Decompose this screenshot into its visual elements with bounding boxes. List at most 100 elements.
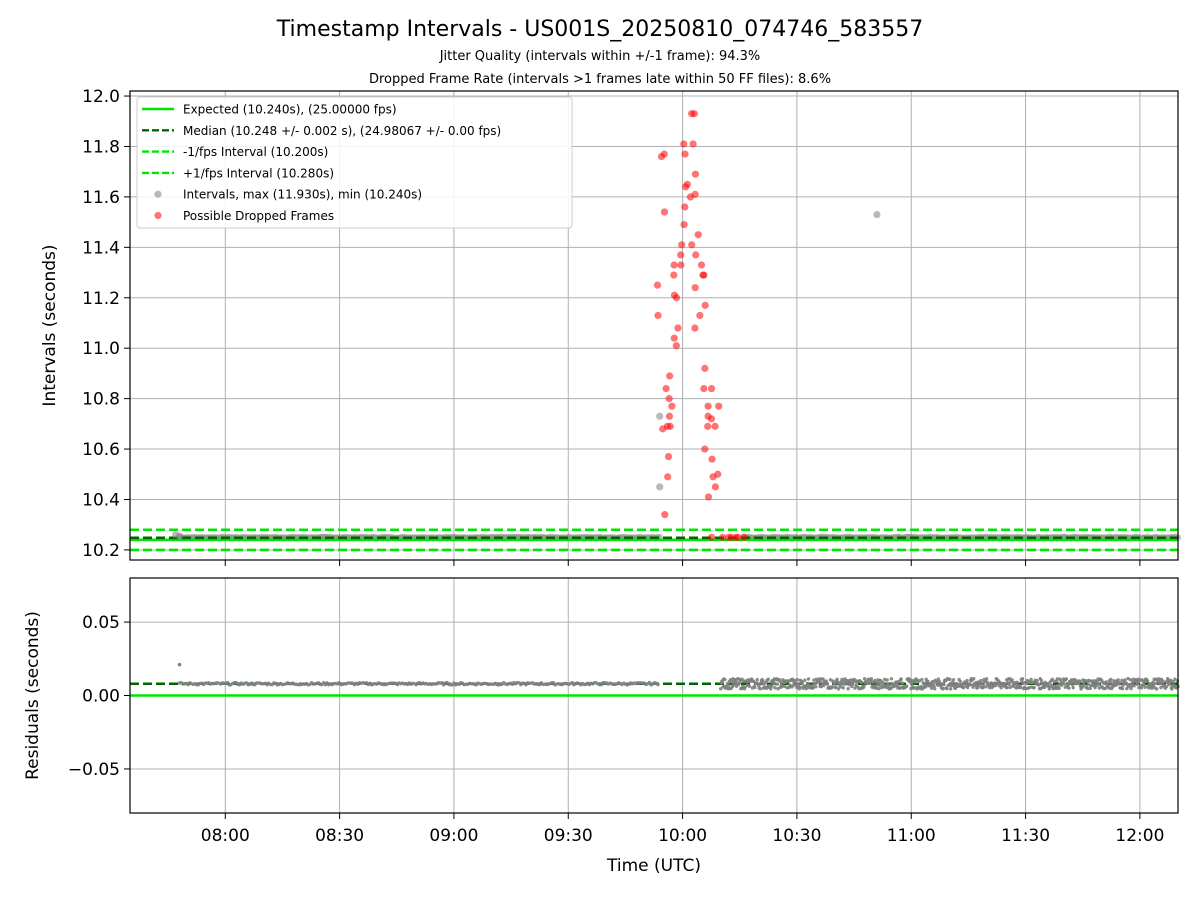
y-tick-label: 11.0: [82, 339, 120, 359]
residual-point: [726, 683, 731, 688]
residual-point: [853, 686, 857, 690]
interval-point: [656, 483, 664, 491]
dropped-frame-point: [704, 402, 712, 410]
residual-point: [737, 681, 742, 685]
dropped-frame-point: [691, 284, 699, 292]
residual-point: [817, 677, 822, 681]
residual-point: [741, 679, 745, 683]
y-tick-label: 10.2: [82, 541, 120, 561]
y-tick-label: 0.05: [82, 613, 120, 633]
interval-point: [656, 412, 664, 420]
residual-point: [936, 677, 941, 681]
residual-point: [984, 677, 989, 681]
residual-point: [877, 686, 881, 691]
dropped-frame-point: [700, 384, 708, 393]
y-tick-label: 11.4: [82, 238, 120, 258]
dropped-frame-point: [665, 412, 674, 420]
residual-point: [862, 684, 866, 688]
dropped-frame-point: [664, 473, 672, 481]
dropped-frame-point: [704, 493, 713, 501]
dropped-frame-point: [664, 453, 673, 461]
residual-point: [1106, 682, 1110, 686]
residual-point: [971, 685, 975, 689]
dropped-frame-point: [719, 533, 727, 541]
x-tick-label: 11:30: [1001, 826, 1050, 846]
dropped-frame-point: [670, 261, 678, 269]
legend-swatch: [154, 211, 162, 220]
dropped-frame-point: [707, 384, 716, 393]
residual-point: [1145, 679, 1150, 683]
dropped-frame-point: [674, 324, 682, 332]
dropped-frame-point: [688, 241, 696, 249]
dropped-frame-point: [660, 150, 668, 158]
residual-point: [1170, 687, 1174, 691]
dropped-frame-point: [700, 271, 708, 279]
y-tick-label: 10.4: [82, 490, 120, 510]
dropped-frame-point: [714, 470, 722, 478]
residual-point: [948, 677, 952, 681]
x-tick-label: 12:00: [1115, 826, 1164, 846]
residual-point: [800, 681, 805, 685]
residual-point: [825, 681, 830, 686]
dropped-frame-point: [661, 511, 669, 519]
interval-point: [189, 533, 197, 541]
residual-point: [798, 685, 802, 689]
residual-point: [979, 678, 983, 683]
residual-point: [1071, 685, 1075, 690]
residual-point: [755, 678, 759, 682]
residual-point: [1136, 681, 1140, 685]
dropped-frame-point: [653, 281, 662, 289]
residual-point: [723, 677, 727, 682]
dropped-frame-point: [734, 533, 742, 541]
x-tick-label: 09:30: [544, 826, 593, 846]
dropped-frame-point: [707, 533, 716, 541]
residual-point: [1078, 679, 1082, 684]
residual-point: [1088, 686, 1092, 691]
residual-point: [958, 679, 963, 684]
residual-point: [846, 687, 850, 691]
legend-box: [136, 96, 573, 229]
residual-point: [843, 677, 847, 681]
residual-point: [1139, 686, 1144, 690]
legend: Expected (10.240s), (25.00000 fps) Median…: [136, 96, 573, 229]
residual-point: [1097, 682, 1101, 686]
residual-point: [1128, 678, 1133, 682]
residual-point: [1159, 685, 1163, 690]
residual-point: [718, 687, 723, 691]
dropped-frame-point: [701, 301, 709, 309]
dropped-frame-point: [666, 422, 674, 430]
residual-point: [929, 686, 934, 690]
plot-frame: [129, 577, 1179, 814]
residual-point: [900, 681, 905, 685]
residual-point: [926, 679, 930, 684]
residual-point: [859, 680, 864, 685]
residual-point: [841, 686, 845, 690]
residual-point: [1143, 685, 1147, 689]
residual-point: [1093, 685, 1097, 690]
residual-point: [923, 685, 928, 689]
residual-point: [965, 678, 969, 683]
dropped-frame-point: [689, 140, 697, 148]
dropped-frame-point: [670, 334, 678, 342]
residual-point: [766, 677, 770, 681]
dropped-frame-point: [660, 208, 669, 216]
residual-point: [881, 681, 886, 685]
y-axis-label: Residuals (seconds): [23, 611, 43, 780]
residual-point: [1158, 681, 1162, 686]
legend-entry: Intervals, max (11.930s), min (10.240s): [183, 188, 422, 202]
dropped-frame-point: [672, 294, 681, 302]
residual-point: [1032, 685, 1036, 690]
residual-point: [1054, 686, 1058, 690]
dropped-frame-point: [681, 150, 689, 158]
residual-point: [981, 682, 986, 687]
residual-point: [177, 662, 182, 667]
residual-point: [1067, 686, 1071, 690]
x-axis-label: Time (UTC): [606, 856, 701, 876]
residual-point: [1086, 686, 1090, 691]
residual-point: [942, 682, 946, 687]
residual-point: [889, 686, 893, 691]
residual-point: [1171, 679, 1175, 684]
dropped-frame-point: [691, 170, 700, 178]
residual-point: [836, 687, 841, 691]
y-tick-label: 0.00: [82, 687, 120, 707]
